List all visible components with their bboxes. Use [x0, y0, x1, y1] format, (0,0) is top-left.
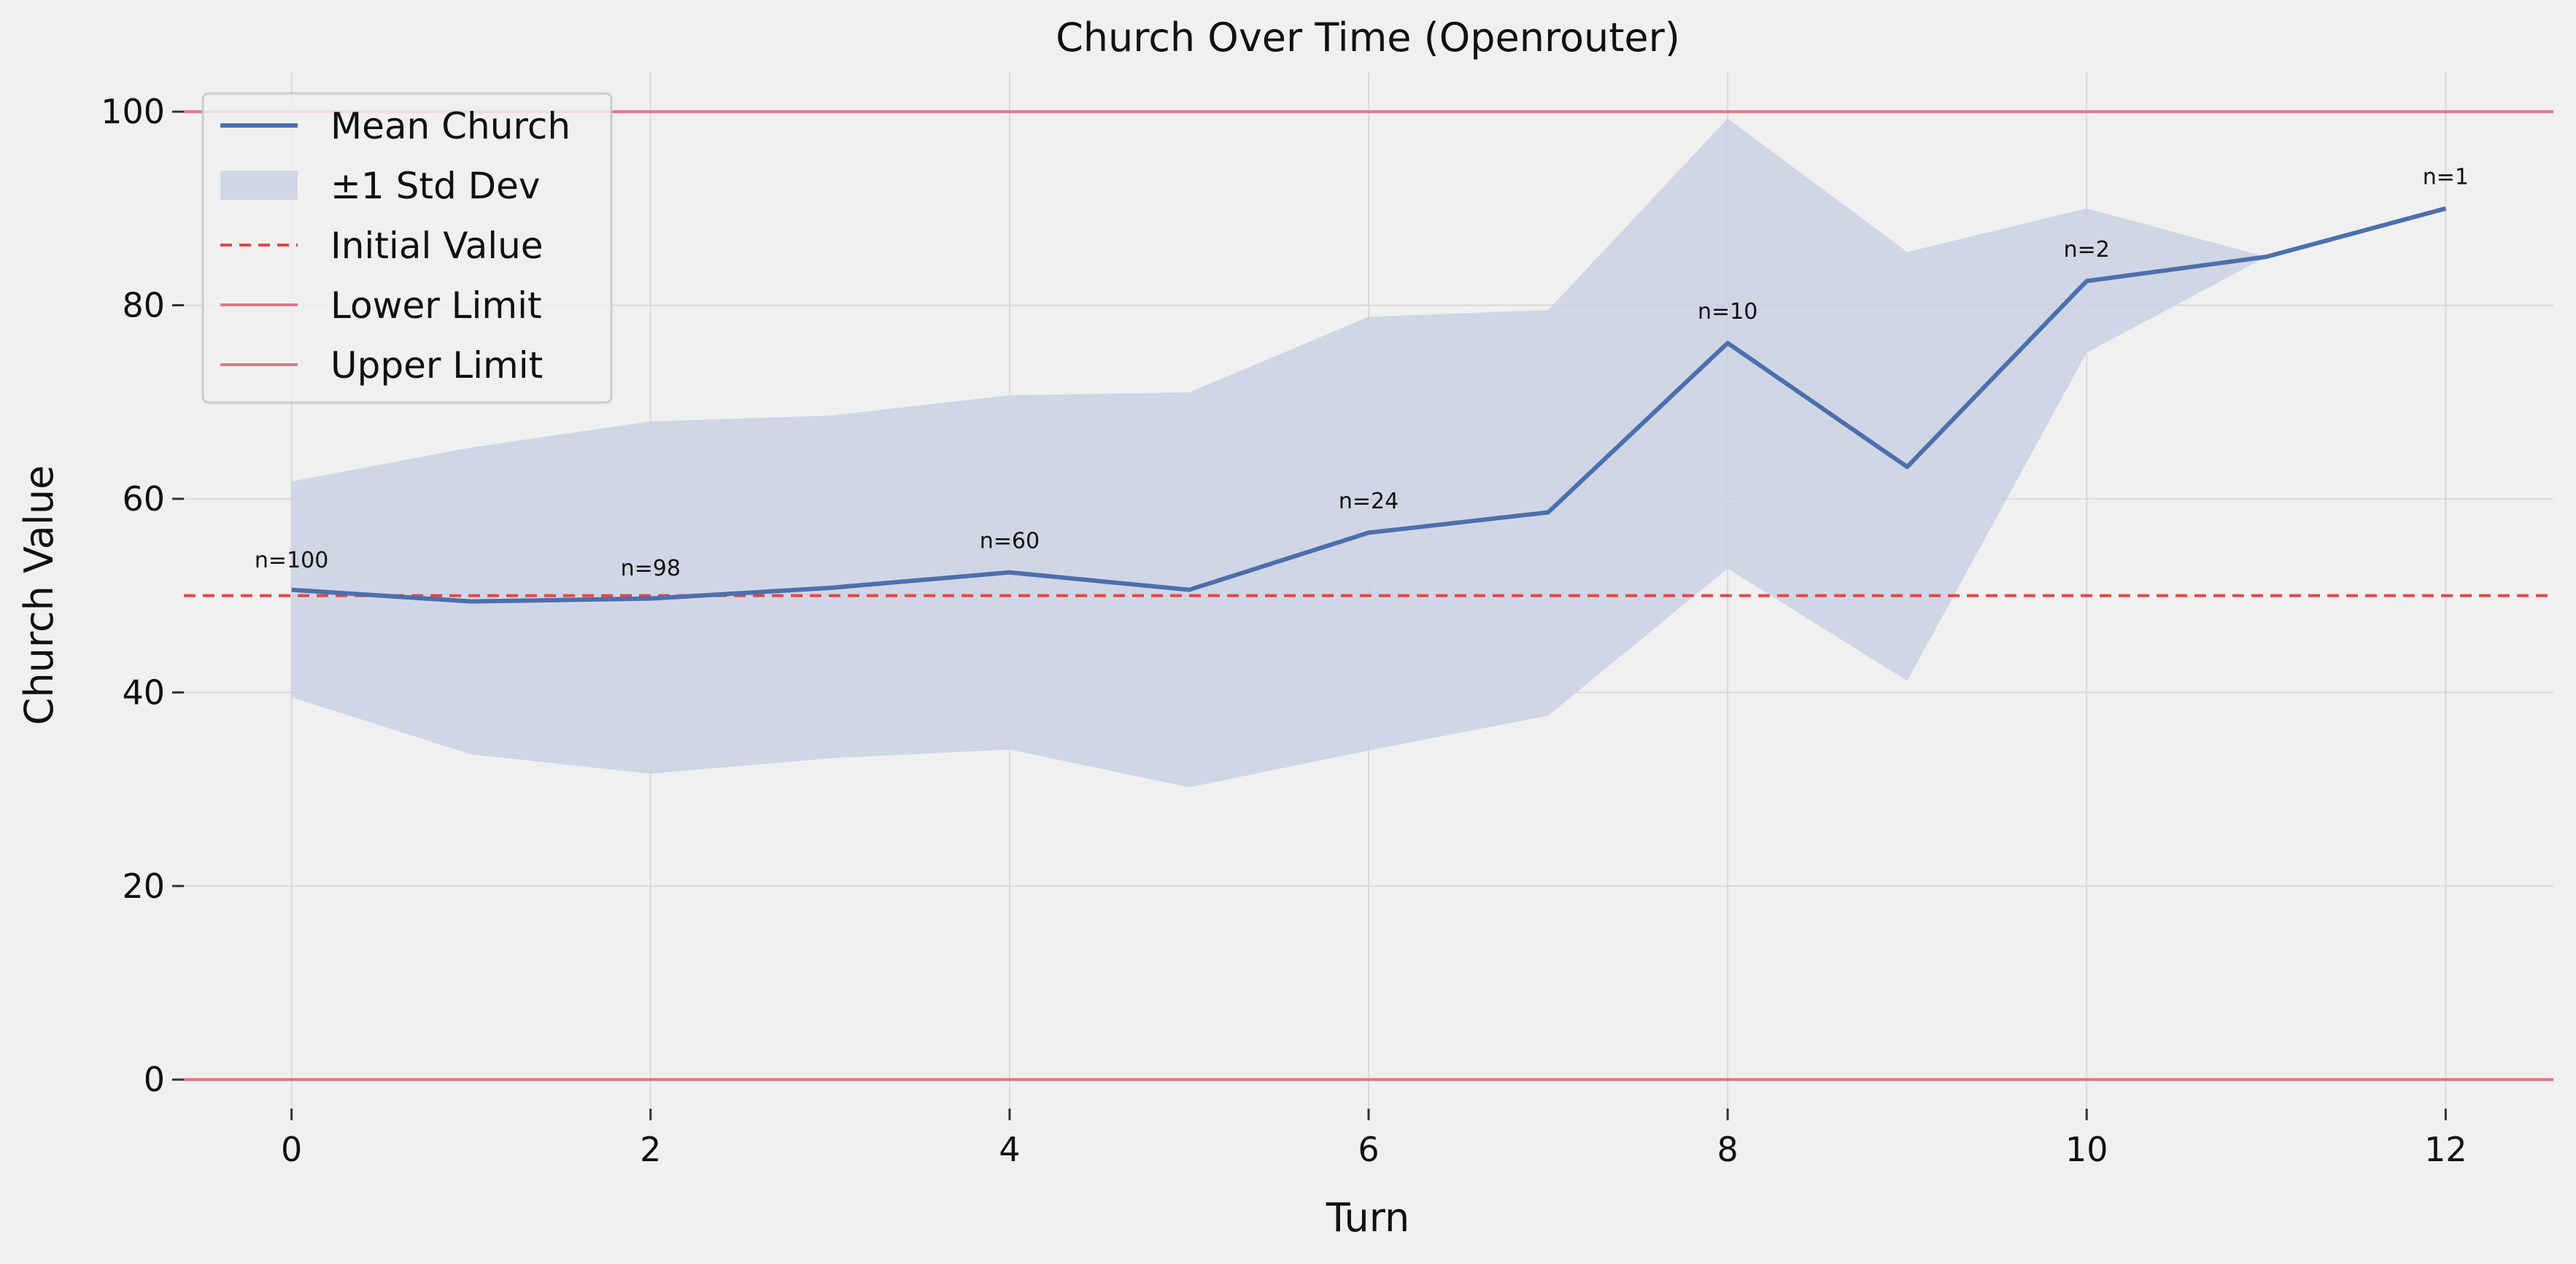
std-dev-band-layer	[291, 118, 2446, 788]
y-tick-label: 0	[144, 1060, 165, 1099]
x-tick-label: 10	[2065, 1130, 2108, 1169]
std-dev-band	[291, 118, 2446, 788]
legend-swatch-1-std-dev	[220, 171, 298, 200]
mean-church-point	[2445, 208, 2446, 209]
sample-size-label: n=1	[2423, 165, 2469, 190]
x-axis-label: Turn	[1326, 1195, 1410, 1241]
mean-line-layer	[291, 206, 2447, 604]
legend: Mean Church ±1 Std Dev Initial Value Lower …	[201, 92, 613, 404]
y-tick-label: 60	[122, 479, 165, 519]
mean-church-point	[1368, 532, 1369, 533]
x-axis-ticks: 0 2 4 6 8 10 12	[281, 1109, 2467, 1169]
mean-church-point	[1727, 342, 1728, 344]
mean-church-point	[650, 598, 651, 600]
y-tick-label: 100	[101, 92, 165, 131]
mean-church-point	[1547, 512, 1549, 513]
legend-box	[201, 92, 613, 404]
sample-size-label: n=2	[2064, 237, 2110, 263]
mean-church-point	[291, 589, 293, 591]
mean-church-line	[291, 206, 2447, 604]
sample-size-annotations: n=100 n=98 n=60 n=24 n=10 n=2 n=1	[255, 165, 2469, 581]
x-tick-label: 12	[2424, 1130, 2467, 1169]
mean-church-point	[1009, 572, 1010, 573]
chart-title: Church Over Time (Openrouter)	[1056, 15, 1680, 61]
sample-size-label: n=10	[1698, 299, 1757, 325]
mean-church-point	[2265, 256, 2267, 257]
y-axis-ticks: 0 20 40 60 80 100	[101, 92, 184, 1099]
sample-size-label: n=24	[1339, 489, 1399, 514]
legend-label-upper-limit: Upper Limit	[330, 344, 543, 387]
legend-label-mean-church: Mean Church	[330, 105, 570, 147]
y-tick-label: 40	[122, 672, 165, 712]
x-tick-label: 4	[999, 1130, 1020, 1169]
sample-size-label: n=100	[255, 548, 328, 573]
legend-label-1-std-dev: ±1 Std Dev	[330, 165, 540, 207]
mean-church-point	[1188, 589, 1190, 591]
x-tick-label: 8	[1717, 1130, 1738, 1169]
legend-label-initial-value: Initial Value	[330, 225, 544, 267]
sample-size-label: n=98	[621, 556, 681, 581]
x-tick-label: 0	[281, 1130, 302, 1169]
mean-church-point	[829, 587, 831, 589]
legend-label-lower-limit: Lower Limit	[330, 284, 542, 327]
sample-size-label: n=60	[980, 529, 1040, 554]
mean-church-point	[2086, 280, 2087, 282]
mean-church-point	[1906, 466, 1908, 468]
y-axis-label: Church Value	[16, 465, 62, 726]
y-tick-label: 80	[122, 286, 165, 325]
mean-church-point	[471, 601, 472, 602]
x-tick-label: 6	[1358, 1130, 1379, 1169]
y-tick-label: 20	[122, 866, 165, 906]
x-tick-label: 2	[640, 1130, 661, 1169]
